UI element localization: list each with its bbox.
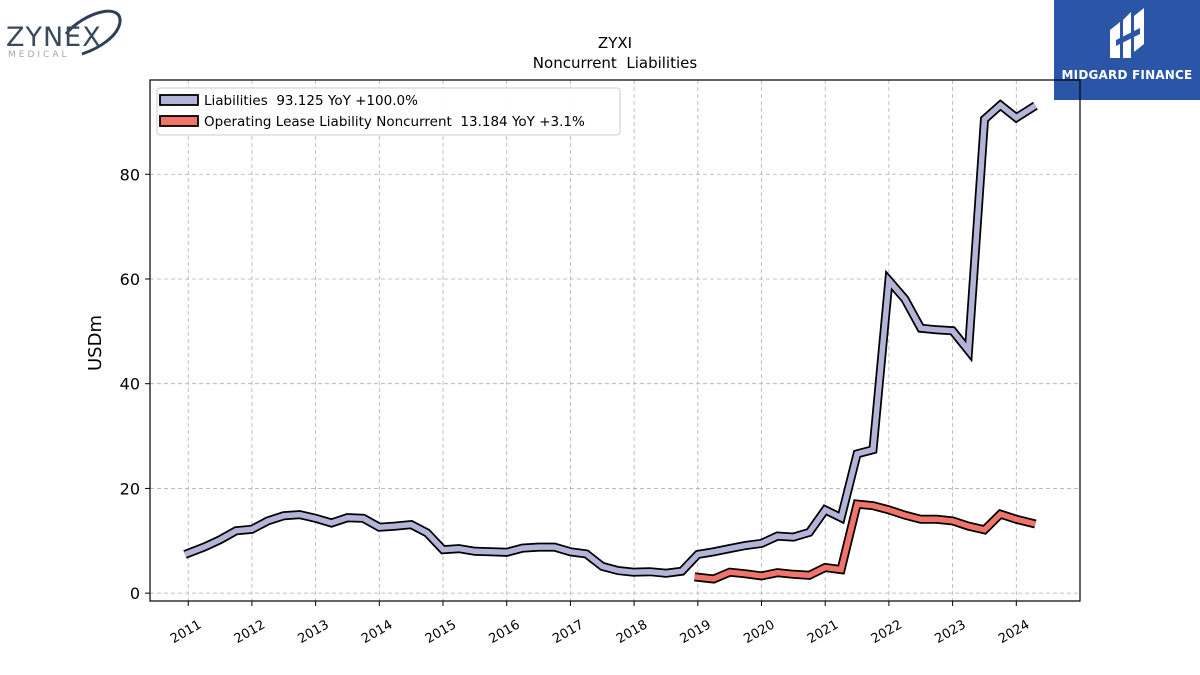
legend: Liabilities 93.125 YoY +100.0% Operating … (156, 87, 621, 136)
legend-label-1: Operating Lease Liability Noncurrent 13.… (204, 114, 585, 130)
x-tick-label: 2015 (423, 617, 459, 647)
series-line-0 (184, 101, 1037, 576)
series-line-outline-0 (183, 99, 1038, 578)
zynex-logo-subword: MEDICAL (8, 50, 70, 60)
midgard-finance-logo: MIDGARD FINANCE (1054, 0, 1200, 100)
zynex-swoosh-icon (64, 9, 122, 56)
x-tick-label: 2016 (487, 617, 523, 647)
plot-frame (149, 79, 1081, 602)
series-layer (183, 99, 1038, 584)
midgard-emblem-icon (1110, 8, 1144, 58)
axes: 0 20 40 60 80 2011 2012 2013 2014 2015 2016 2017 201… (120, 165, 1033, 647)
y-tick-label: 80 (120, 165, 140, 184)
x-tick-label: 2019 (678, 617, 714, 647)
x-tick-label: 2024 (996, 617, 1032, 647)
legend-box (156, 87, 621, 136)
zynex-medical-logo: ZYNEX MEDICAL (4, 4, 124, 62)
x-tick-label: 2020 (741, 617, 777, 647)
x-tick-label: 2023 (932, 617, 968, 647)
x-tick-label: 2012 (232, 617, 268, 647)
legend-swatch-1 (159, 115, 199, 127)
chart-subtitle: Noncurrent Liabilities (533, 54, 698, 72)
x-tick-label: 2017 (550, 617, 586, 647)
y-tick-label: 60 (120, 270, 140, 289)
chart-title: ZYXI (598, 34, 632, 52)
midgard-logo-word: MIDGARD FINANCE (1061, 68, 1193, 82)
x-tick-label: 2014 (359, 617, 395, 647)
x-tick-label: 2011 (168, 617, 204, 647)
legend-label-0: Liabilities 93.125 YoY +100.0% (204, 93, 418, 109)
y-tick-label: 40 (120, 375, 140, 394)
x-tick-label: 2018 (614, 617, 650, 647)
zynex-logo-word: ZYNEX (6, 22, 102, 53)
y-tick-label: 0 (130, 584, 140, 603)
x-tick-label: 2013 (295, 617, 331, 647)
series-line-1 (694, 501, 1037, 582)
y-tick-label: 20 (120, 479, 140, 498)
y-axis-label: USDm (85, 315, 106, 371)
legend-swatch-0 (159, 94, 199, 106)
x-tick-label: 2021 (805, 617, 841, 647)
x-tick-label: 2022 (869, 617, 905, 647)
